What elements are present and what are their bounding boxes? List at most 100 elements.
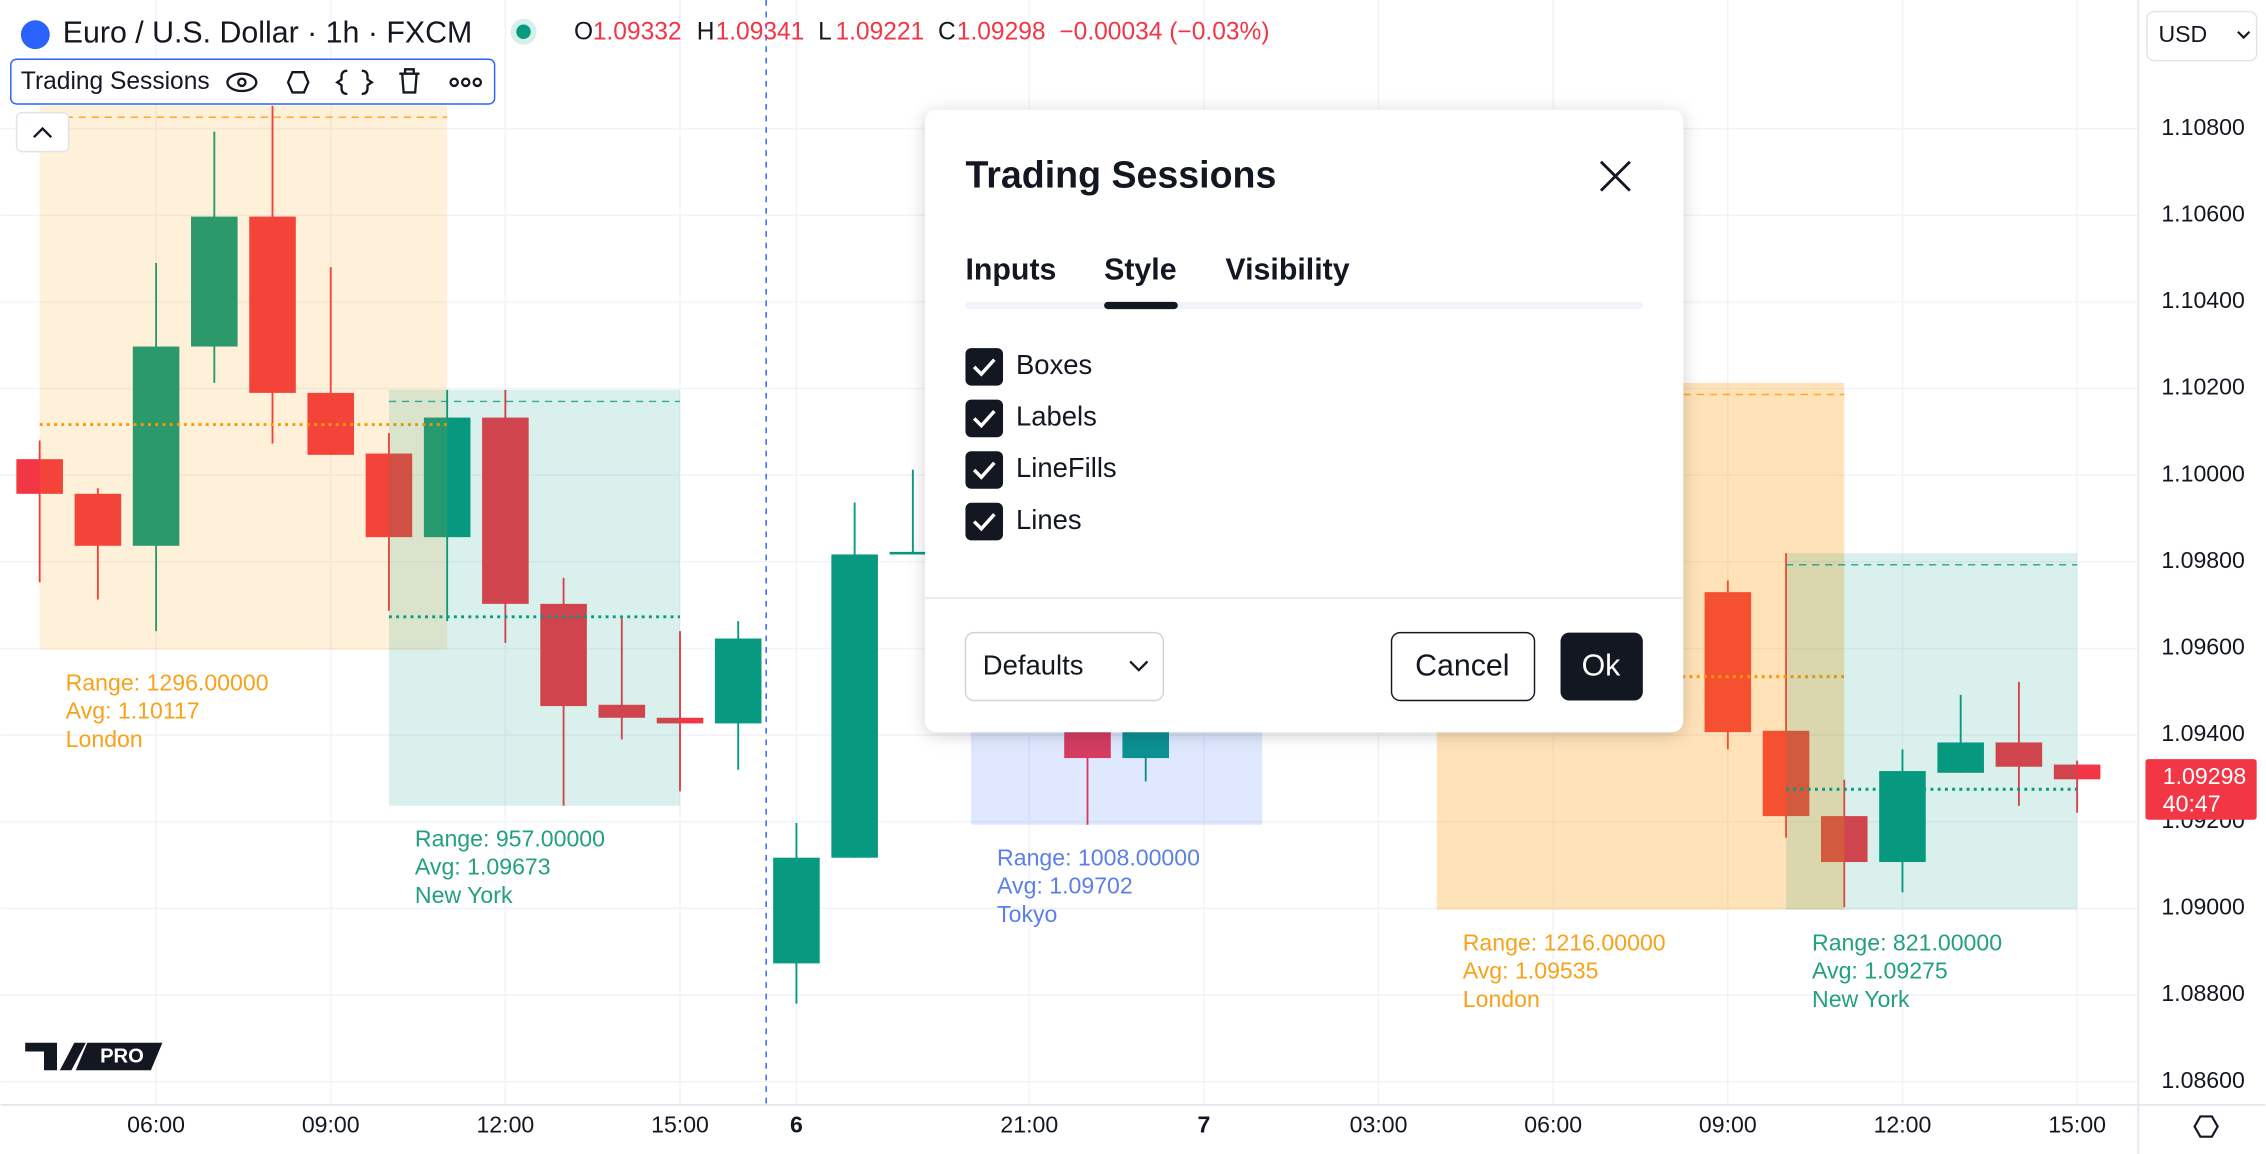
settings-icon[interactable]: [286, 71, 310, 94]
session-label: Avg: 1.09673: [415, 854, 551, 880]
session-label: Range: 1008.00000: [997, 845, 1200, 871]
checkmark: [972, 410, 996, 429]
eye-icon-pupil: [237, 77, 247, 88]
market-status-dot: [516, 24, 531, 39]
y-tick-label: 1.09400: [2161, 720, 2244, 746]
candle-body: [1762, 730, 1810, 817]
candle-body: [2053, 764, 2101, 780]
checkbox-label[interactable]: Lines: [1016, 504, 1082, 535]
symbol-title[interactable]: Euro / U.S. Dollar · 1h · FXCM: [63, 17, 473, 50]
session-label: Avg: 1.09275: [1812, 958, 1948, 984]
axis-settings[interactable]: [2193, 1115, 2219, 1138]
dialog: Trading Sessions Inputs Style Visibility…: [925, 109, 1684, 733]
logo-badge: [75, 1042, 163, 1071]
x-tick-label: 7: [1198, 1112, 1211, 1138]
cancel-button[interactable]: [1390, 631, 1536, 702]
candle-body: [1704, 592, 1752, 733]
x-tick-label: 09:00: [302, 1112, 360, 1138]
checkbox[interactable]: [965, 451, 1004, 489]
defaults-button[interactable]: [964, 631, 1165, 702]
candle-body: [1064, 729, 1111, 759]
candle-body: [423, 417, 471, 538]
checkbox[interactable]: [965, 399, 1004, 438]
open-value: 1.09332: [593, 19, 682, 46]
cancel-label[interactable]: Cancel: [1415, 649, 1509, 682]
dialog-title: Trading Sessions: [965, 154, 1276, 196]
candle-body: [1820, 816, 1868, 863]
tab[interactable]: Inputs: [965, 254, 1056, 287]
candle-body: [1995, 742, 2043, 767]
y-tick-label: 1.10000: [2161, 460, 2244, 486]
price-tag: [2145, 759, 2257, 820]
tab-indicator: [1104, 301, 1178, 310]
checkbox-label[interactable]: Boxes: [1016, 349, 1092, 380]
y-tick-label: 1.09800: [2161, 547, 2244, 573]
y-tick-label: 1.10400: [2161, 287, 2244, 313]
change: −0.00034 (−0.03%): [1059, 19, 1269, 46]
close-value: 1.09298: [957, 19, 1046, 46]
delete-icon[interactable]: [399, 68, 420, 94]
session-label: Range: 821.00000: [1812, 929, 2002, 955]
indicator-name[interactable]: Trading Sessions: [21, 68, 210, 95]
candle-body: [540, 603, 587, 707]
collapse-button[interactable]: [15, 111, 70, 153]
high-value: 1.09341: [716, 19, 805, 46]
logo-text: PRO: [100, 1046, 144, 1068]
eye-icon[interactable]: [226, 72, 258, 93]
ok-label[interactable]: Ok: [1582, 649, 1622, 682]
y-tick-label: 1.09600: [2161, 634, 2244, 660]
candle-body: [831, 554, 878, 858]
y-tick-label: 1.09000: [2161, 893, 2244, 919]
collapse-icon: [33, 126, 53, 139]
currency[interactable]: USD: [2158, 21, 2207, 47]
checkmark: [972, 358, 996, 377]
high-label: H: [697, 19, 715, 46]
candle-body: [191, 216, 238, 347]
indicator-legend[interactable]: [10, 58, 496, 105]
x-tick-label: 03:00: [1350, 1112, 1408, 1138]
session-box: [39, 105, 448, 650]
tab-active[interactable]: Style: [1104, 254, 1177, 287]
checkbox-label[interactable]: LineFills: [1016, 452, 1117, 483]
more-icon-dot: [460, 77, 471, 88]
session-label: Range: 1216.00000: [1463, 929, 1666, 955]
candle-body: [16, 459, 63, 494]
candle-body: [1122, 729, 1169, 759]
close-label: C: [938, 19, 956, 46]
candle-body: [1937, 742, 1984, 773]
close-button[interactable]: [1599, 160, 1631, 192]
more-icon[interactable]: [449, 77, 459, 88]
y-tick-label: 1.08800: [2161, 980, 2244, 1006]
session-label: New York: [415, 882, 513, 908]
candle-body: [249, 216, 296, 393]
ok-button[interactable]: [1560, 632, 1643, 701]
y-tick-label: 1.10200: [2161, 374, 2244, 400]
x-tick-label: 12:00: [1874, 1112, 1932, 1138]
candle-body: [889, 551, 937, 555]
tab-track: [965, 301, 1643, 310]
tv-logo: [25, 1042, 86, 1071]
source-icon[interactable]: [335, 69, 374, 96]
defaults-label[interactable]: Defaults: [983, 650, 1084, 681]
session-box: [388, 389, 681, 806]
currency-caret: [2237, 31, 2251, 40]
checkbox[interactable]: [965, 502, 1004, 541]
x-tick-label: 06:00: [1524, 1112, 1582, 1138]
checkbox-label[interactable]: Labels: [1016, 401, 1097, 432]
checkmark: [972, 461, 996, 480]
y-tick-label: 1.10600: [2161, 200, 2244, 226]
checkbox[interactable]: [965, 348, 1004, 386]
tab[interactable]: Visibility: [1225, 254, 1349, 287]
price-tag-value: 1.09298: [2163, 763, 2246, 789]
candle-body: [365, 453, 413, 538]
candle-body: [482, 417, 529, 604]
session-label: Tokyo: [997, 901, 1057, 927]
x-tick-label: 12:00: [476, 1112, 534, 1138]
candle-body: [1879, 771, 1926, 863]
defaults-caret: [1129, 660, 1149, 672]
y-tick-label: 1.08600: [2161, 1067, 2244, 1093]
x-tick-label: 09:00: [1699, 1112, 1757, 1138]
currency-button[interactable]: [2146, 10, 2258, 62]
session-label: London: [66, 726, 143, 752]
